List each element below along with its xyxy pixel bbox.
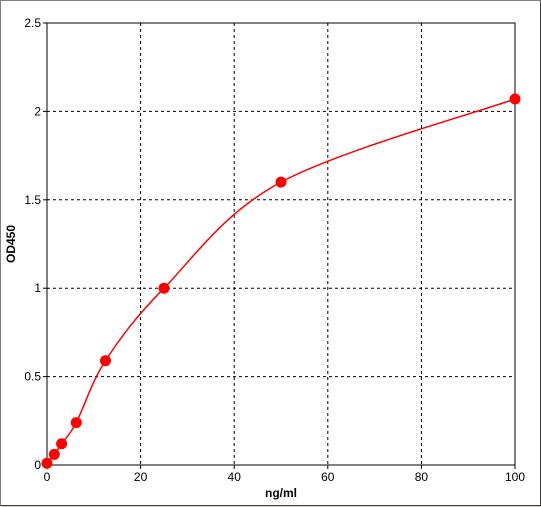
- data-point: [56, 438, 68, 450]
- data-point: [48, 448, 60, 460]
- x-tick-label: 60: [321, 470, 335, 484]
- data-point: [100, 355, 111, 367]
- data-point: [41, 457, 53, 469]
- y-tick-label: 0.5: [24, 370, 41, 384]
- y-axis-label: OD450: [4, 225, 18, 263]
- data-points: [41, 93, 521, 469]
- x-axis-ticks: 0 20 40 60 80 100: [44, 465, 525, 484]
- x-axis-label: ng/ml: [265, 486, 297, 500]
- x-tick-label: 20: [134, 470, 148, 484]
- data-point: [158, 282, 170, 294]
- y-tick-label: 0: [34, 458, 41, 472]
- x-tick-label: 80: [415, 470, 429, 484]
- plot-area: [46, 22, 516, 466]
- x-tick-label: 0: [44, 470, 51, 484]
- y-tick-label: 2.5: [24, 16, 41, 30]
- x-tick-label: 40: [228, 470, 242, 484]
- data-point: [275, 176, 287, 188]
- data-point: [509, 93, 521, 105]
- data-point: [70, 417, 82, 429]
- grid-lines: [47, 23, 515, 465]
- y-tick-label: 1.5: [24, 193, 41, 207]
- y-axis-ticks: 0 0.5 1 1.5 2 2.5: [24, 16, 47, 472]
- y-tick-label: 1: [34, 281, 41, 295]
- y-tick-label: 2: [34, 104, 41, 118]
- x-tick-label: 100: [505, 470, 525, 484]
